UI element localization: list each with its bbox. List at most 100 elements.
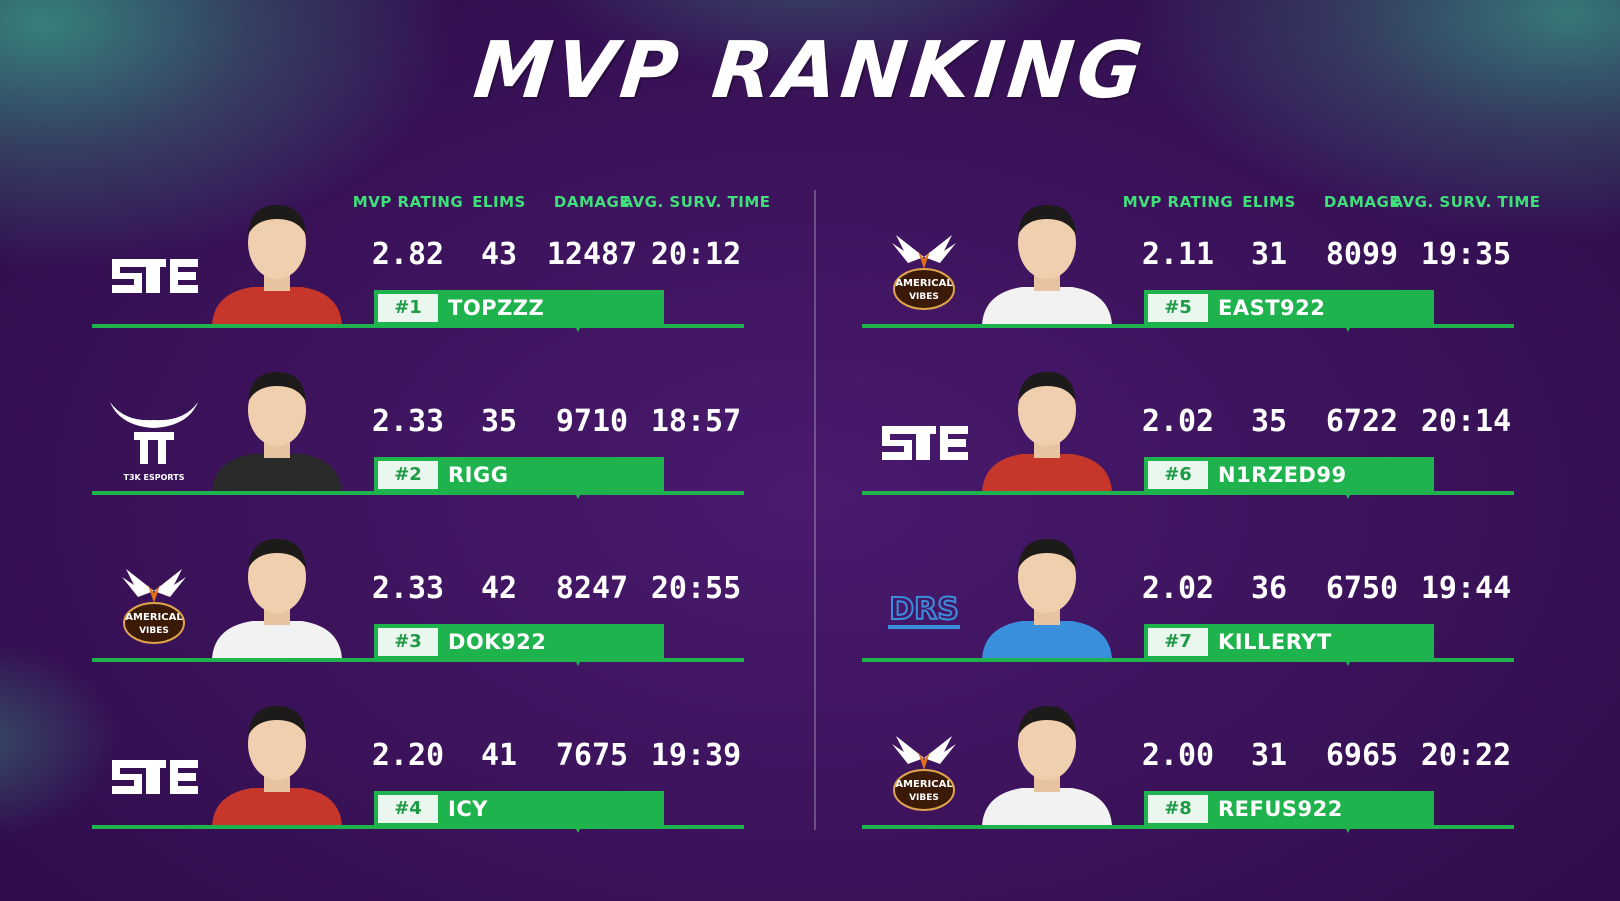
rank-badge: #5	[1148, 294, 1208, 322]
player-photo	[972, 527, 1122, 659]
page-title: MVP RANKING	[469, 26, 1151, 116]
player-name: EAST922	[1218, 296, 1326, 320]
player-photo	[202, 527, 352, 659]
avg-surv-time-value: 19:39	[650, 738, 742, 773]
player-photo	[202, 694, 352, 826]
americal-vibes-logo: AMERICAL VIBES	[874, 730, 974, 820]
card-underline	[862, 491, 1514, 495]
card-underline-notch	[574, 825, 582, 833]
header-mvp-rating: MVP RATING	[352, 193, 464, 211]
player-card-1: 2.82 43 12487 20:12 #1 TOPZZZ	[92, 193, 752, 333]
player-name-bar: #3 DOK922	[374, 624, 664, 660]
damage-value: 7675	[555, 738, 629, 773]
player-name-bar: #8 REFUS922	[1144, 791, 1434, 827]
card-underline-notch	[574, 491, 582, 499]
avg-surv-time-value: 19:35	[1420, 237, 1512, 272]
mvp-rating-value: 2.11	[1141, 237, 1215, 272]
player-name: N1RZED99	[1218, 463, 1347, 487]
drs-logo: DRS	[874, 563, 974, 653]
player-photo	[972, 360, 1122, 492]
damage-value: 6965	[1325, 738, 1399, 773]
rank-badge: #2	[378, 461, 438, 489]
header-elims: ELIMS	[472, 193, 526, 211]
card-underline	[92, 825, 744, 829]
card-underline-notch	[1344, 491, 1352, 499]
header-mvp-rating: MVP RATING	[1122, 193, 1234, 211]
player-name-bar: #4 ICY	[374, 791, 664, 827]
card-underline-notch	[574, 658, 582, 666]
logo-text-2: VIBES	[139, 626, 169, 636]
rank-badge: #6	[1148, 461, 1208, 489]
player-card-2: T3K ESPORTS 2.33 35 9710 18:57 #2 RIGG	[92, 360, 752, 500]
logo-text-2: VIBES	[909, 292, 939, 302]
mvp-rating-value: 2.33	[371, 404, 445, 439]
player-card-6: 2.02 35 6722 20:14 #6 N1RZED99	[862, 360, 1522, 500]
rank-badge: #7	[1148, 628, 1208, 656]
mvp-rating-value: 2.33	[371, 571, 445, 606]
card-underline	[862, 324, 1514, 328]
logo-text-2: VIBES	[909, 793, 939, 803]
elims-value: 41	[480, 738, 518, 773]
ste-logo	[874, 396, 974, 486]
player-name: RIGG	[448, 463, 509, 487]
avg-surv-time-value: 20:55	[650, 571, 742, 606]
logo-text: DRS	[889, 592, 959, 627]
card-underline	[862, 825, 1514, 829]
americal-vibes-logo: AMERICAL VIBES	[104, 563, 204, 653]
player-name-bar: #2 RIGG	[374, 457, 664, 493]
mvp-rating-value: 2.82	[371, 237, 445, 272]
mvp-rating-value: 2.02	[1141, 571, 1215, 606]
player-name: TOPZZZ	[448, 296, 545, 320]
player-name-bar: #6 N1RZED99	[1144, 457, 1434, 493]
player-name: KILLERYT	[1218, 630, 1332, 654]
ste-logo	[104, 730, 204, 820]
player-card-5: AMERICAL VIBES 2.11 31 8099 19:35 #5 EAST922	[862, 193, 1522, 333]
damage-value: 9710	[555, 404, 629, 439]
card-underline	[92, 324, 744, 328]
player-photo	[972, 193, 1122, 325]
elims-value: 35	[1250, 404, 1288, 439]
player-name: REFUS922	[1218, 797, 1343, 821]
rank-badge: #8	[1148, 795, 1208, 823]
player-name-bar: #7 KILLERYT	[1144, 624, 1434, 660]
header-avg-surv-time: AVG. SURV. TIME	[1391, 193, 1541, 211]
header-avg-surv-time: AVG. SURV. TIME	[621, 193, 771, 211]
player-card-4: 2.20 41 7675 19:39 #4 ICY	[92, 694, 752, 834]
damage-value: 6722	[1325, 404, 1399, 439]
player-name: DOK922	[448, 630, 547, 654]
column-headers-left: MVP RATING ELIMS DAMAGE AVG. SURV. TIME	[92, 193, 770, 215]
elims-value: 43	[480, 237, 518, 272]
player-card-8: AMERICAL VIBES 2.00 31 6965 20:22 #8 REFUS922	[862, 694, 1522, 834]
avg-surv-time-value: 19:44	[1420, 571, 1512, 606]
rank-badge: #4	[378, 795, 438, 823]
avg-surv-time-value: 20:22	[1420, 738, 1512, 773]
elims-value: 31	[1250, 738, 1288, 773]
player-card-7: DRS 2.02 36 6750 19:44 #7 KILLERYT	[862, 527, 1522, 667]
header-damage: DAMAGE	[1323, 193, 1401, 211]
avg-surv-time-value: 20:12	[650, 237, 742, 272]
damage-value: 6750	[1325, 571, 1399, 606]
damage-value: 12487	[546, 237, 638, 272]
logo-text-1: AMERICAL	[125, 612, 183, 623]
rank-badge: #1	[378, 294, 438, 322]
americal-vibes-logo: AMERICAL VIBES	[874, 229, 974, 319]
header-elims: ELIMS	[1242, 193, 1296, 211]
player-photo	[972, 694, 1122, 826]
avg-surv-time-value: 20:14	[1420, 404, 1512, 439]
card-underline	[92, 658, 744, 662]
card-underline	[92, 491, 744, 495]
player-name-bar: #5 EAST922	[1144, 290, 1434, 326]
damage-value: 8099	[1325, 237, 1399, 272]
logo-text-1: AMERICAL	[895, 278, 953, 289]
card-underline	[862, 658, 1514, 662]
card-underline-notch	[1344, 825, 1352, 833]
mvp-rating-value: 2.00	[1141, 738, 1215, 773]
mvp-rating-value: 2.02	[1141, 404, 1215, 439]
elims-value: 35	[480, 404, 518, 439]
player-photo	[202, 193, 352, 325]
ste-logo	[104, 229, 204, 319]
damage-value: 8247	[555, 571, 629, 606]
elims-value: 42	[480, 571, 518, 606]
logo-text-1: AMERICAL	[895, 779, 953, 790]
player-card-3: AMERICAL VIBES 2.33 42 8247 20:55 #3 DOK922	[92, 527, 752, 667]
